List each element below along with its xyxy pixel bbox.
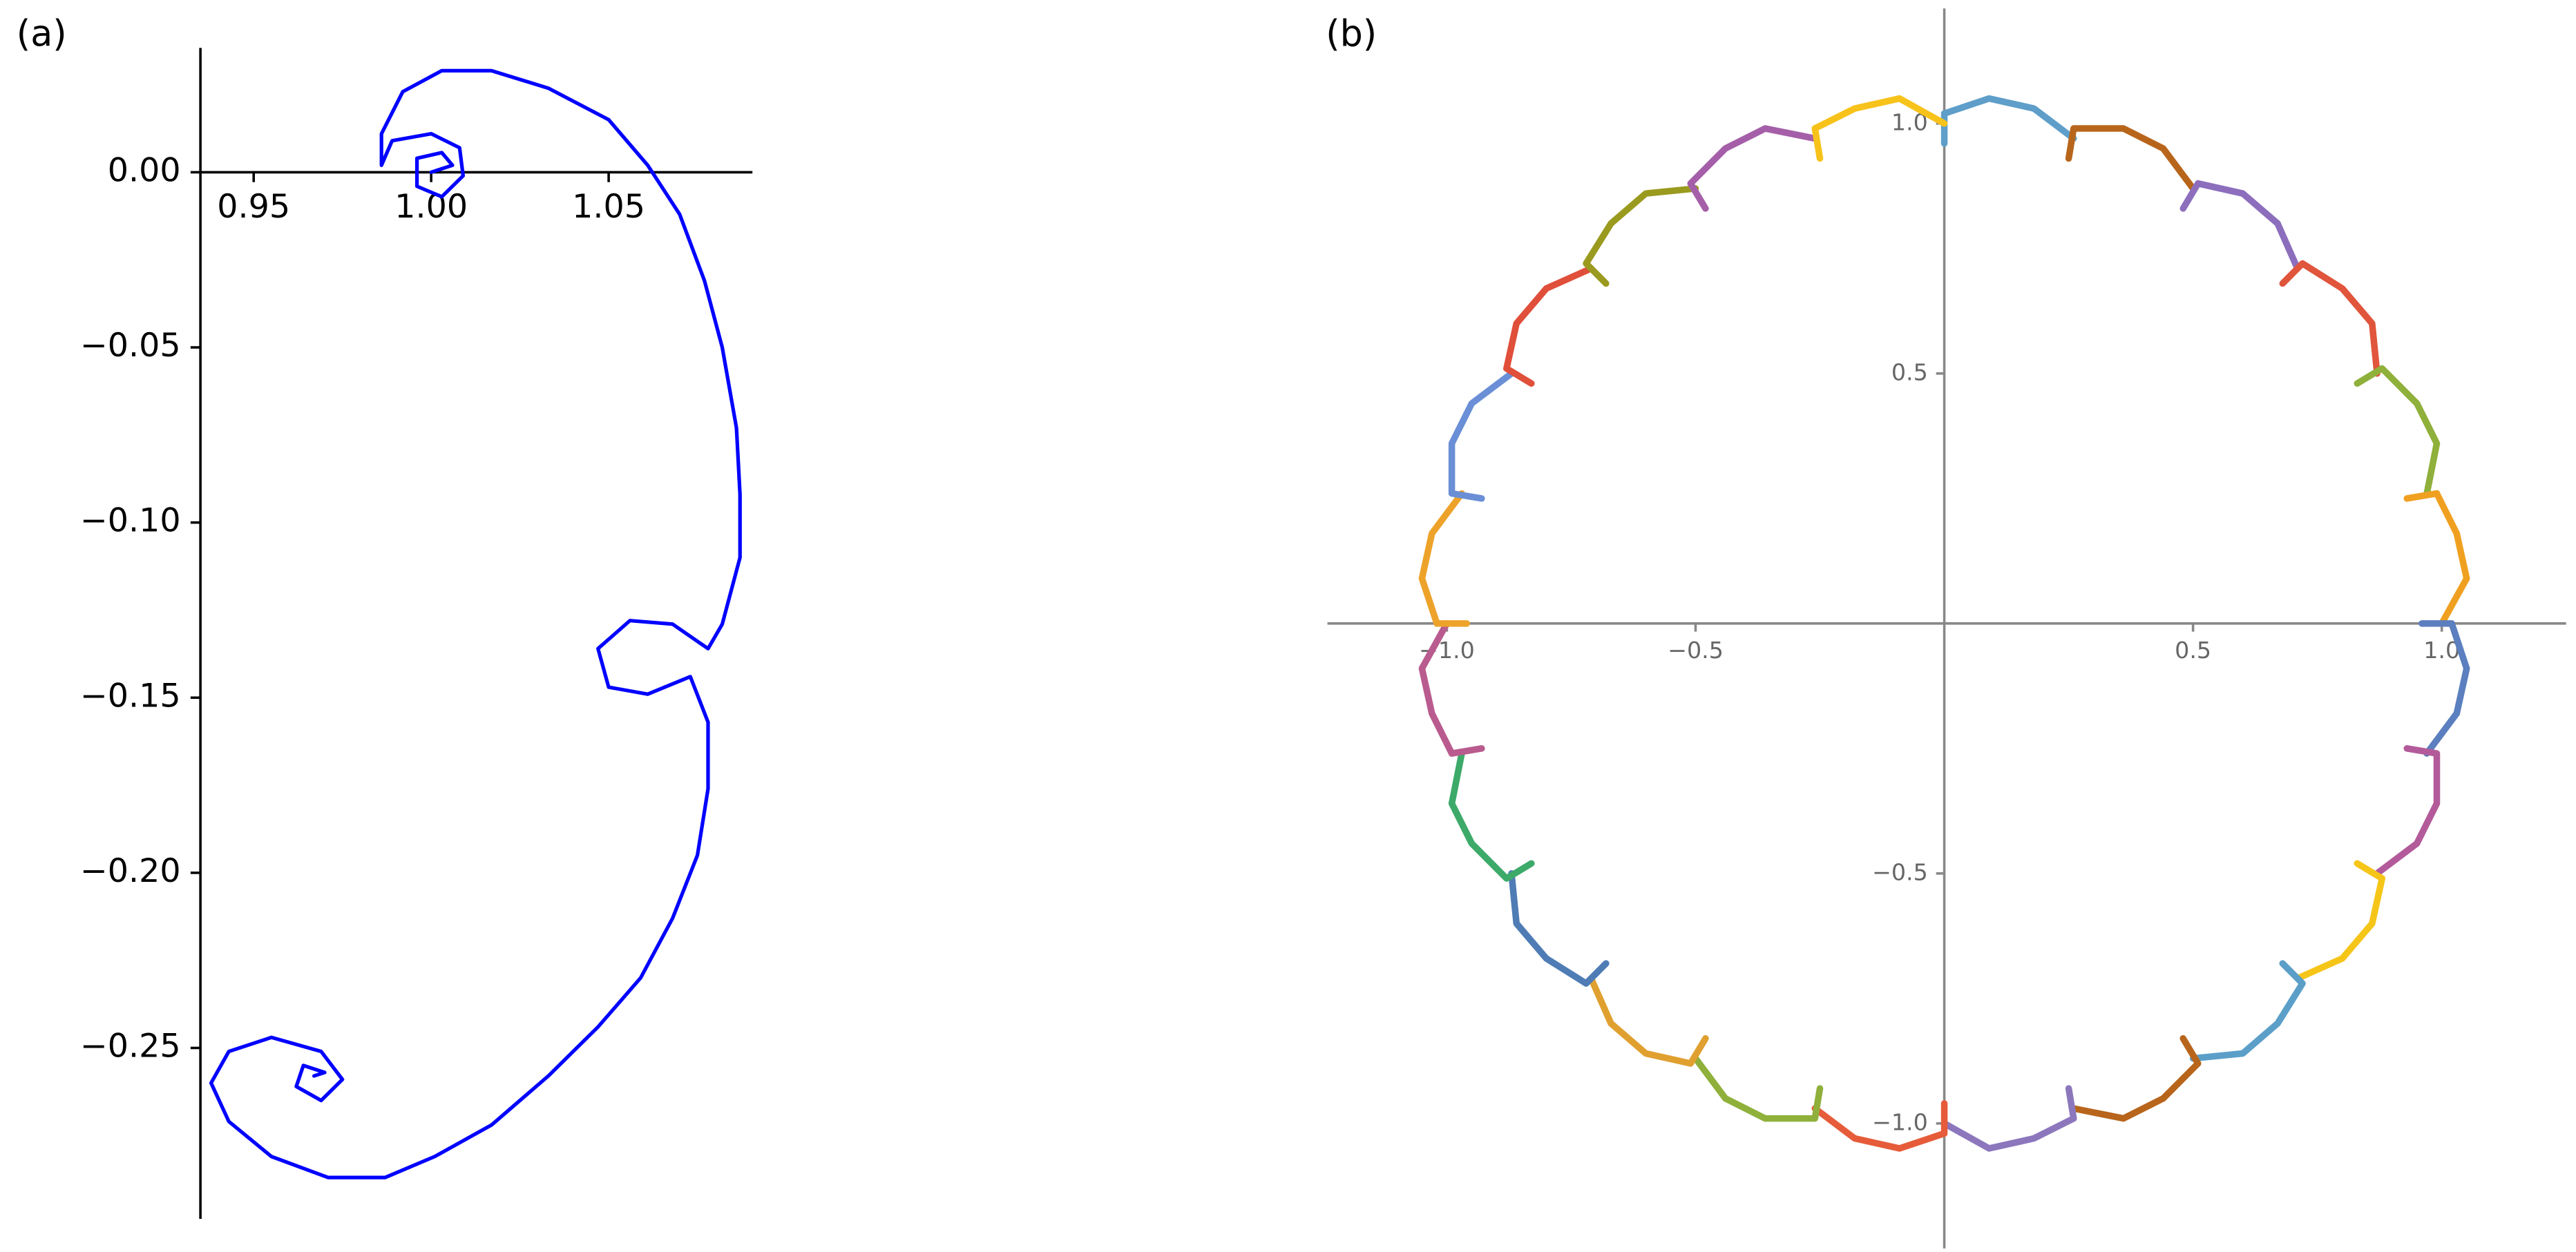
curve (1687, 125, 1819, 212)
curve (1418, 490, 1470, 627)
curve (2065, 125, 2197, 192)
curve (209, 68, 742, 1179)
y-tick-label: −0.15 (80, 677, 181, 715)
panel-label: (a) (17, 13, 67, 55)
curve (2189, 960, 2306, 1062)
curve (2418, 620, 2470, 757)
curve (1503, 265, 1595, 387)
curve (2354, 365, 2441, 497)
x-tick-label: 0.5 (2175, 637, 2211, 664)
curve (1811, 95, 1948, 162)
y-tick-label: −0.20 (80, 852, 181, 890)
curve (2279, 260, 2381, 377)
curve (1508, 870, 1610, 987)
panel-label: (b) (1326, 13, 1377, 55)
curve (2374, 745, 2441, 877)
x-tick-label: 1.05 (572, 188, 645, 226)
y-tick-label: 0.00 (108, 151, 181, 189)
x-tick-label: 0.95 (217, 188, 290, 226)
y-tick-label: −0.05 (80, 327, 181, 365)
curve (2070, 1035, 2202, 1122)
y-tick-label: −0.5 (1872, 858, 1928, 885)
curve (1940, 1085, 2077, 1152)
curve (1940, 95, 2077, 147)
y-tick-label: 0.5 (1891, 358, 1928, 385)
curve (1448, 370, 1515, 502)
curve (1418, 620, 1485, 757)
curve (1587, 975, 1709, 1067)
y-tick-label: −0.25 (80, 1028, 181, 1066)
x-tick-label: 1.0 (2423, 637, 2460, 664)
curve (1448, 750, 1535, 882)
x-tick-label: −0.5 (1668, 637, 1724, 664)
y-tick-label: −0.10 (80, 502, 181, 540)
y-tick-label: −1.0 (1872, 1108, 1928, 1135)
curve (2294, 860, 2386, 982)
curve (1583, 185, 1699, 287)
curve (1811, 1100, 1948, 1152)
curve (2179, 180, 2301, 272)
curve (1692, 1054, 1824, 1122)
curve (2403, 490, 2470, 627)
